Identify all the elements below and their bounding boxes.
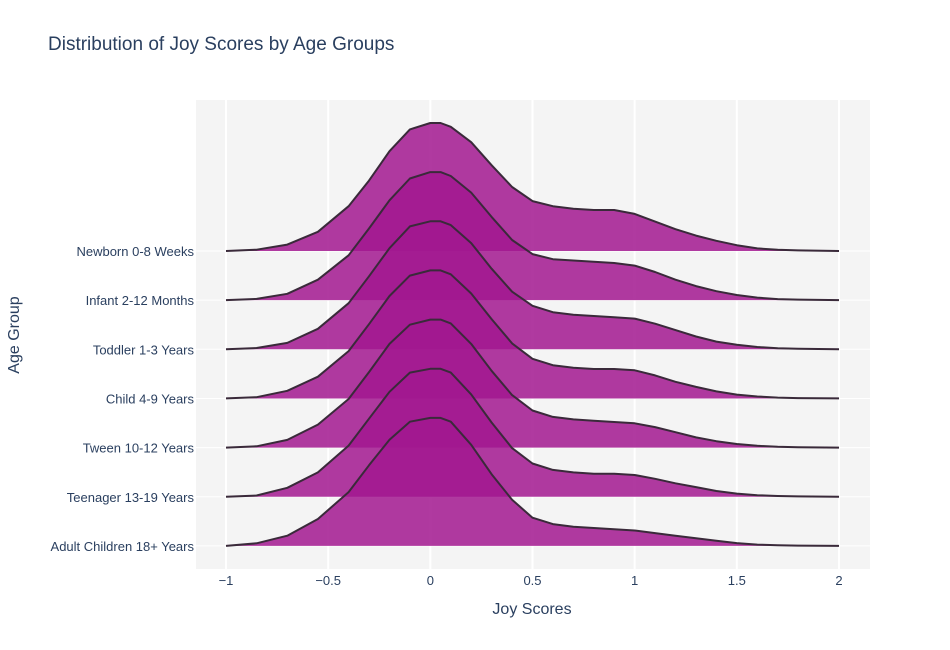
ridge-line xyxy=(225,122,840,252)
y-tick-label: Infant 2-12 Months xyxy=(86,293,195,308)
ridge-area xyxy=(226,417,839,546)
y-tick-label: Adult Children 18+ Years xyxy=(51,539,195,554)
y-tick-labels: Newborn 0-8 Weeks Infant 2-12 Months Toddl… xyxy=(51,244,195,554)
y-tick-label: Newborn 0-8 Weeks xyxy=(76,244,194,259)
y-tick-label: Teenager 13-19 Years xyxy=(67,490,195,505)
x-tick-label: 0.5 xyxy=(523,573,541,588)
ridge-line xyxy=(225,171,840,302)
ridge-line xyxy=(225,220,840,351)
x-tick-label: 0 xyxy=(427,573,434,588)
y-tick-label: Child 4-9 Years xyxy=(106,391,195,406)
x-tick-label: −1 xyxy=(219,573,234,588)
ridge-line xyxy=(225,367,840,498)
x-tick-labels: −1 −0.5 0 0.5 1 1.5 2 xyxy=(219,573,843,588)
ridge-line xyxy=(225,269,840,400)
ridge-line xyxy=(225,416,840,547)
ridge-line xyxy=(225,318,840,449)
chart-title: Distribution of Joy Scores by Age Groups xyxy=(48,34,394,55)
x-tick-label: −0.5 xyxy=(315,573,341,588)
y-axis-title: Age Group xyxy=(6,296,23,373)
ridges xyxy=(225,122,840,547)
y-tick-label: Toddler 1-3 Years xyxy=(93,342,195,357)
x-tick-label: 1.5 xyxy=(728,573,746,588)
x-tick-label: 2 xyxy=(835,573,842,588)
y-tick-label: Tween 10-12 Years xyxy=(83,441,195,456)
x-tick-label: 1 xyxy=(631,573,638,588)
x-axis-title: Joy Scores xyxy=(492,601,571,618)
